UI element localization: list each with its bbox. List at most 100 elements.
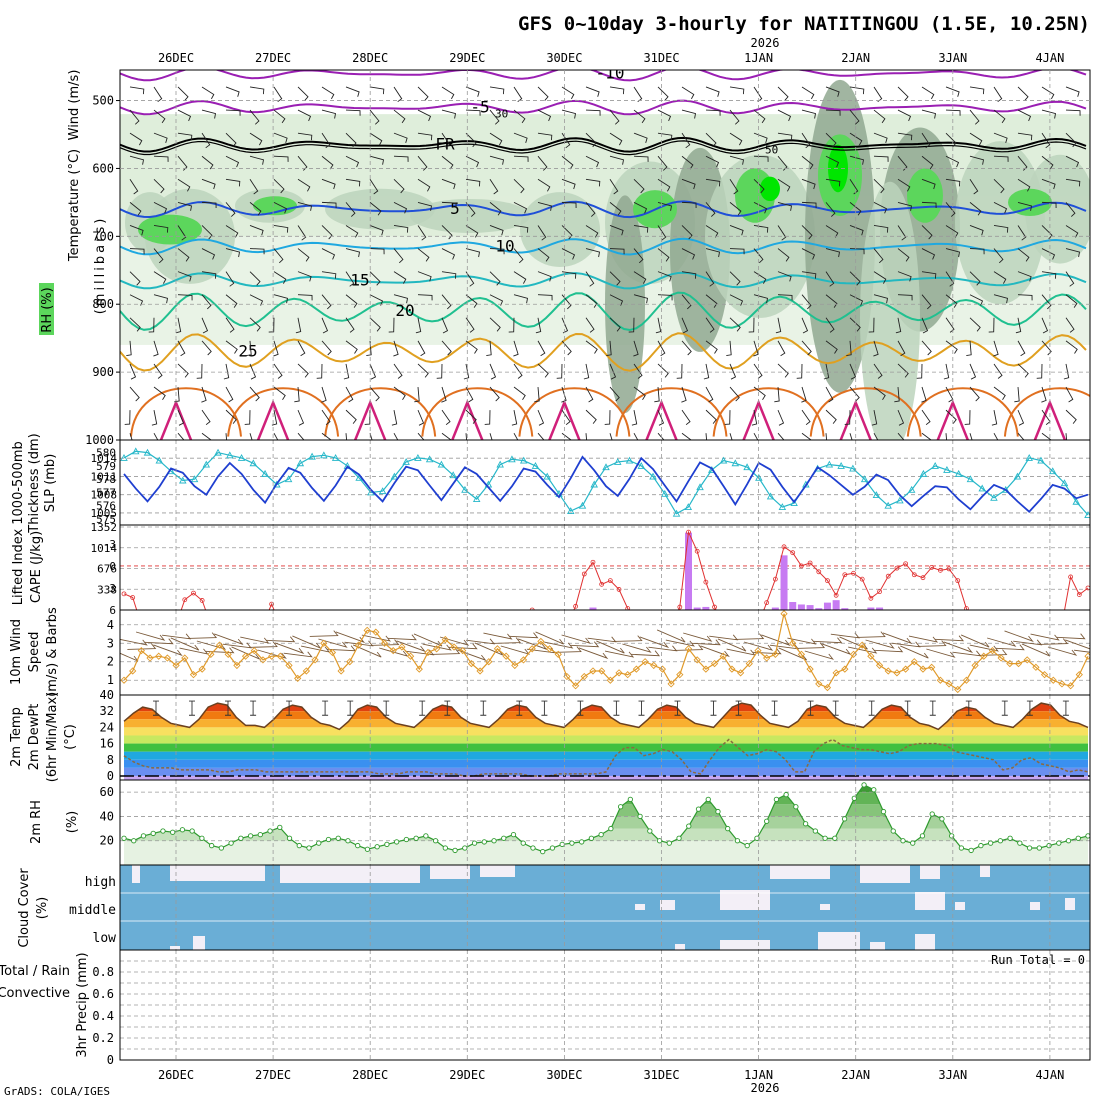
wind-barb: [897, 225, 907, 241]
rh-point: [1036, 845, 1042, 851]
wind-speed-point: [1066, 682, 1075, 690]
wind-speed-point: [571, 682, 580, 690]
wind-speed-point: [406, 652, 415, 660]
wind-barb: [674, 644, 704, 651]
wind-barb: [873, 294, 889, 304]
temp-band: [124, 711, 1088, 720]
wind-barb: [273, 340, 279, 357]
wind-barb: [801, 386, 807, 403]
wind-barb: [201, 248, 216, 260]
thickness-tick-label: 579: [96, 460, 116, 473]
wind-barb: [129, 202, 142, 216]
top-date-label: 2JAN: [841, 51, 870, 65]
wind-barb: [849, 248, 865, 255]
wind-barb: [153, 340, 159, 357]
wind-barb: [537, 340, 546, 357]
bottom-date-label: 26DEC: [158, 1068, 194, 1082]
thickness-point: [661, 489, 669, 497]
wind-barb: [561, 109, 577, 119]
wind-barb: [201, 225, 213, 240]
temp-band: [124, 735, 1088, 744]
wind-barb: [681, 86, 695, 100]
wind-barb: [344, 640, 374, 647]
wind-barb: [414, 387, 420, 403]
wind-barb: [993, 155, 1009, 162]
wind-barb: [415, 317, 422, 334]
wind-barb: [129, 132, 143, 146]
cloud-clear-high: [920, 865, 940, 879]
bottom-date-label: 27DEC: [255, 1068, 291, 1082]
wind-barb: [129, 317, 141, 332]
rh-point: [452, 847, 458, 854]
bottom-date-label: 1JAN: [744, 1068, 773, 1082]
wind-speed-point: [337, 667, 345, 675]
wind-barb: [993, 294, 1009, 304]
wind-barb: [897, 86, 909, 101]
rh-point: [179, 827, 186, 833]
temp-tick-label: 16: [100, 737, 114, 751]
wind-barb: [1065, 386, 1074, 403]
wind-barb: [201, 178, 216, 190]
wind-barb: [787, 637, 817, 645]
wind-barb: [465, 433, 468, 440]
wind-barb: [873, 271, 887, 284]
wind-barb: [873, 155, 889, 162]
wind-speed-point: [181, 654, 189, 662]
bottom-date-label: 3JAN: [938, 1068, 967, 1082]
wind-barb: [441, 155, 454, 170]
wind-speed-point: [346, 658, 354, 666]
wind-barb: [993, 225, 1009, 233]
wind-speed-point: [450, 643, 458, 651]
rh-point: [1007, 835, 1013, 841]
cape-bar: [876, 607, 884, 610]
pressure-tick-label: 900: [92, 365, 114, 379]
wind-barb: [1017, 294, 1033, 301]
wind-barb: [201, 201, 217, 209]
lifted-index-point: [937, 567, 943, 573]
rh-point: [296, 842, 302, 849]
wind-barb: [489, 248, 505, 255]
rh-point: [705, 796, 711, 803]
cape-bar: [832, 600, 840, 610]
wind-barb: [513, 386, 526, 400]
wind-barb: [801, 155, 814, 170]
lifted-index-point: [694, 548, 700, 554]
wind-barb: [681, 386, 687, 403]
wind-barb: [513, 294, 529, 304]
minmax-errorbar: [613, 700, 620, 716]
wind-barb: [177, 432, 185, 440]
wind-barb: [585, 155, 600, 168]
wind-barb: [153, 132, 168, 144]
wind-barb: [393, 109, 406, 124]
lifted-index-point: [929, 564, 935, 570]
wind-barb: [849, 294, 864, 306]
lifted-index-point: [772, 576, 778, 582]
lifted-index-point: [825, 578, 830, 584]
rh-point: [783, 791, 789, 798]
wind-barb: [249, 86, 265, 95]
wind-barb: [249, 132, 263, 146]
wind-barb: [825, 409, 837, 424]
wind-speed-point: [241, 652, 250, 660]
wind-barb: [801, 86, 815, 100]
isotherm-line: [120, 332, 1087, 372]
pressure-tick-label: 1000: [85, 433, 114, 447]
rh-point: [929, 811, 935, 817]
wind-barb: [705, 433, 708, 440]
cloud-row-label: low: [93, 931, 117, 946]
wind-barb: [345, 155, 360, 168]
wind-barb: [873, 109, 886, 124]
wind-barb: [873, 132, 888, 144]
wind-barb: [1065, 132, 1077, 148]
wind-barb: [321, 386, 327, 403]
lifted-index-point: [625, 606, 631, 610]
lifted-index-point: [859, 576, 865, 582]
thickness-tick-label: 578: [96, 473, 116, 486]
thickness-point: [519, 456, 528, 464]
rh-point: [208, 842, 215, 849]
wind-barb: [297, 294, 313, 301]
wind-barb: [177, 178, 191, 192]
slp-line: [123, 455, 1089, 513]
temp-label-line1: 2m Temp: [9, 707, 24, 767]
wind-speed-point: [945, 680, 953, 688]
